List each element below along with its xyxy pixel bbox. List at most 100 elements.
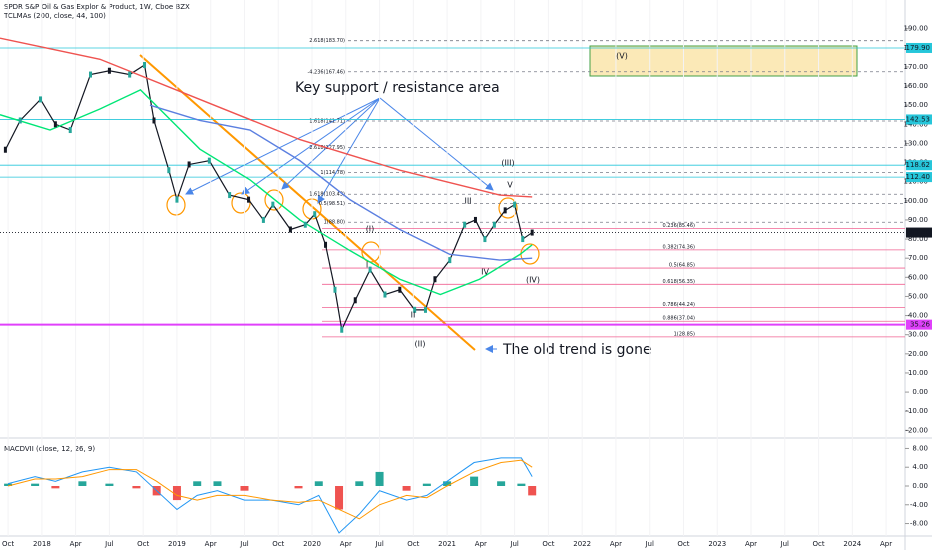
- y-tick-label: 190.00: [904, 25, 929, 33]
- y-tick-label: 4.00: [912, 463, 928, 471]
- price-tag: [906, 319, 932, 330]
- x-tick-label: 2021: [438, 540, 456, 548]
- x-tick-label: Jul: [644, 540, 654, 548]
- candle: [492, 221, 496, 228]
- candle: [18, 117, 22, 124]
- wave-label: II: [411, 311, 416, 320]
- x-tick-label: 2020: [303, 540, 321, 548]
- y-tick-label: 130.00: [904, 139, 929, 147]
- series-line: [4, 63, 533, 332]
- candle: [398, 286, 402, 293]
- fib-label: 0.5(64.85): [669, 263, 695, 269]
- y-tick-label: 0.00: [912, 482, 928, 490]
- candle: [3, 146, 7, 153]
- wave-label: I: [366, 261, 368, 270]
- wave-label: V: [507, 181, 513, 190]
- y-tick-label: 30.00: [908, 331, 928, 339]
- candle: [503, 207, 507, 214]
- price-tag-label: 112.40: [906, 173, 931, 181]
- price-tag-label: 83.40: [910, 229, 930, 237]
- price-tag-label: 35.26: [910, 321, 931, 329]
- fib-label: 0.382(74.36): [662, 244, 695, 250]
- fib-label: 1.618(141.71): [309, 119, 345, 125]
- y-tick-label: 170.00: [904, 63, 929, 71]
- x-tick-label: 2024: [843, 540, 861, 548]
- candle: [303, 221, 307, 228]
- x-tick-label: Jul: [509, 540, 519, 548]
- x-tick-label: Oct: [677, 540, 689, 548]
- x-tick-label: 2023: [708, 540, 726, 548]
- price-tag-label: 118.62: [906, 161, 931, 169]
- fib-label: 0.786(44.24): [662, 302, 695, 308]
- candle: [521, 236, 525, 243]
- candle: [89, 71, 92, 78]
- histogram-bar: [422, 483, 431, 486]
- candle: [68, 127, 72, 134]
- fib-label: 1(28.85): [674, 331, 695, 337]
- candle: [207, 157, 211, 164]
- histogram-bar: [193, 481, 202, 486]
- x-tick-label: Oct: [407, 540, 419, 548]
- histogram-bar: [78, 481, 87, 486]
- price-tag: [906, 227, 932, 238]
- y-tick-label: -10.00: [905, 407, 928, 415]
- candle: [473, 216, 477, 223]
- histogram-bar: [443, 481, 452, 486]
- candle: [261, 216, 265, 223]
- price-tag-label: 179.90: [906, 44, 931, 52]
- y-tick-label: 20.00: [908, 350, 928, 358]
- candle: [143, 61, 147, 68]
- y-tick-label: 90.00: [908, 216, 928, 224]
- candle: [530, 229, 534, 236]
- price-tag: [906, 114, 932, 125]
- candle: [368, 266, 372, 273]
- y-tick-label: 10.00: [908, 369, 928, 377]
- candle: [383, 291, 387, 298]
- histogram-bar: [294, 486, 303, 489]
- candle: [353, 297, 357, 304]
- histogram-bar: [105, 483, 114, 486]
- fib-label: 1(114.78): [320, 170, 345, 176]
- fib-label: 1.618(103.43): [309, 192, 345, 198]
- x-tick-label: Oct: [2, 540, 14, 548]
- histogram-bar: [172, 486, 181, 501]
- y-tick-label: 8.00: [912, 444, 928, 452]
- candle: [39, 96, 43, 103]
- histogram-bar: [497, 481, 506, 486]
- y-tick-label: 70.00: [908, 254, 928, 262]
- fib-label: 0.236(85.46): [662, 223, 695, 229]
- x-tick-label: 2022: [573, 540, 591, 548]
- fib-label: 0.618(56.35): [662, 279, 695, 285]
- histogram-bar: [335, 486, 344, 510]
- histogram-bar: [4, 483, 13, 486]
- candle: [324, 241, 328, 248]
- y-tick-label: -4.00: [910, 501, 928, 509]
- candle: [271, 201, 275, 208]
- fib-label: 0.886(37.04): [662, 316, 695, 322]
- candle: [288, 226, 292, 233]
- x-tick-label: Jul: [780, 540, 790, 548]
- candle: [333, 286, 337, 293]
- y-tick-label: 60.00: [908, 273, 928, 281]
- histogram-bar: [355, 481, 364, 486]
- histogram-bar: [528, 486, 537, 496]
- x-tick-label: Oct: [137, 540, 149, 548]
- histogram-bar: [213, 481, 222, 486]
- symbol-title: SPDR S&P Oil & Gas Explor & Product, 1W,…: [4, 3, 190, 11]
- candle: [483, 236, 487, 243]
- histogram-bar: [517, 483, 526, 486]
- fib-label: 0.5(98.51): [319, 201, 345, 207]
- trend-line: [139, 54, 476, 351]
- y-tick-label: 50.00: [908, 292, 928, 300]
- histogram-bar: [402, 486, 411, 491]
- x-tick-label: Apr: [70, 540, 82, 548]
- candle: [340, 326, 344, 333]
- price-tag: [906, 172, 932, 183]
- candle: [448, 257, 452, 264]
- wave-label: (V): [616, 52, 628, 61]
- price-tag: [906, 42, 932, 53]
- candle: [107, 67, 111, 74]
- wave-label: IV: [481, 268, 489, 277]
- series-line: [149, 104, 533, 261]
